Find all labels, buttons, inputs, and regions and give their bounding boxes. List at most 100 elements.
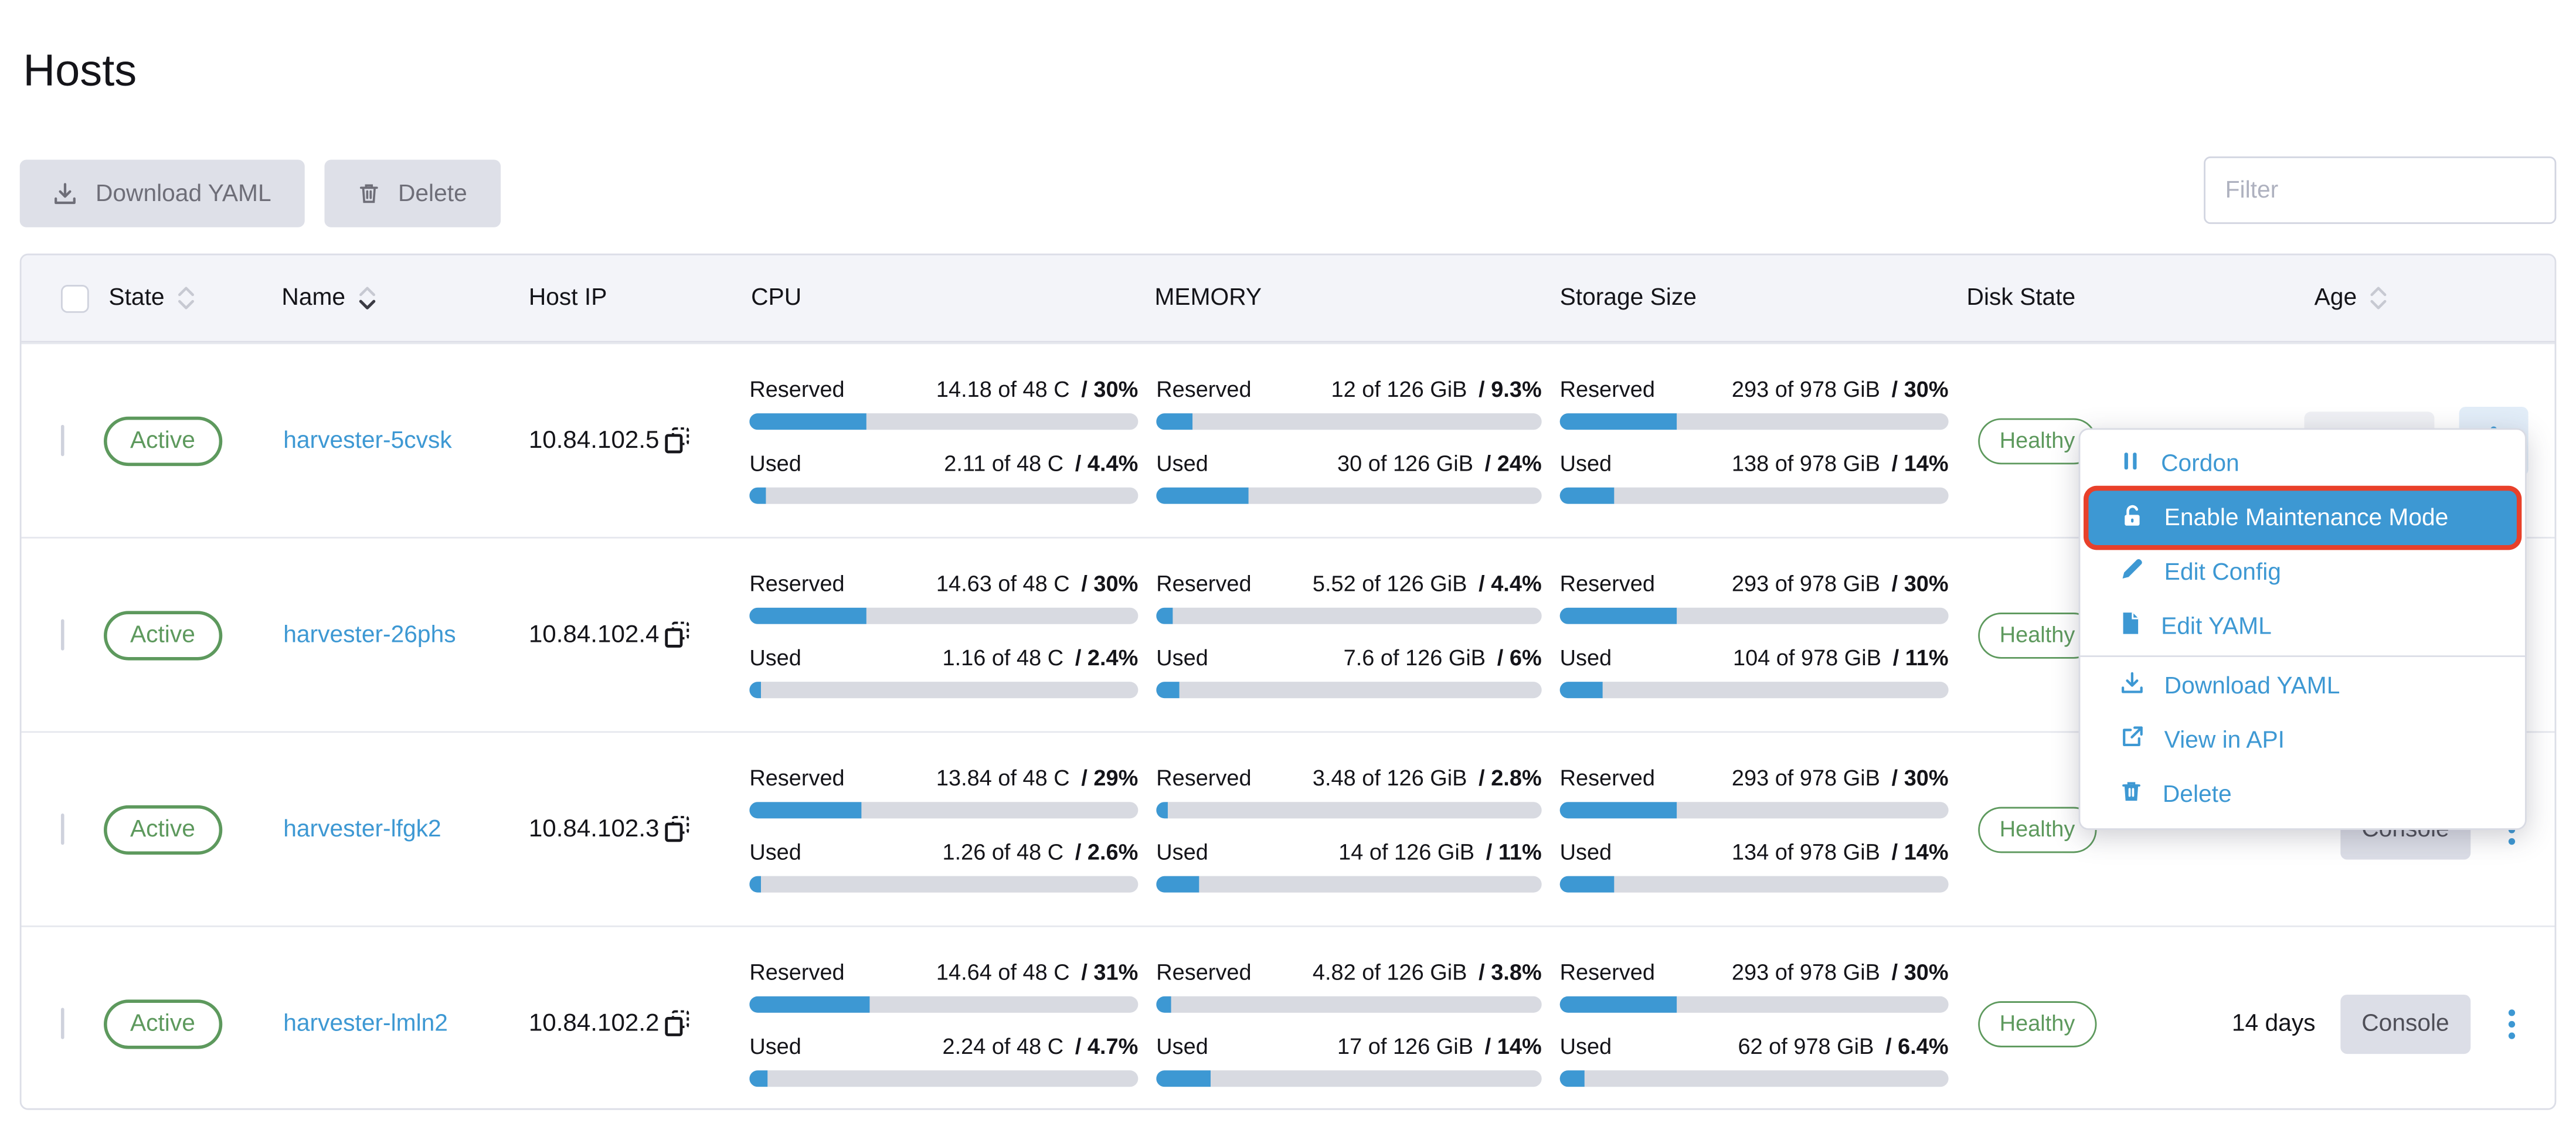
storage-used-bar [1559,1070,1949,1087]
memory-reserved-bar [1156,996,1542,1013]
header-disk-state: Disk State [1966,285,2076,311]
cpu-reserved-bar [749,996,1139,1013]
page-title: Hosts [23,46,137,96]
copy-icon[interactable] [664,427,691,455]
storage-used-bar [1559,487,1949,504]
memory-usage-cell: Reserved 12 of 126 GiB/ 9.3% Used 30 of 12… [1138,377,1542,504]
status-badge: Active [103,998,222,1049]
cpu-reserved-bar [749,802,1139,819]
table-row: Active harvester-lfgk2 10.84.102.3 Reser… [21,731,2555,926]
cpu-used-bar [749,1070,1139,1087]
cpu-used-bar [749,876,1139,893]
cpu-usage-cell: Reserved 14.64 of 48 C/ 31% Used 2.24 of 4… [731,960,1139,1087]
copy-icon[interactable] [664,1009,691,1037]
host-ip: 10.84.102.2 [528,1009,660,1037]
storage-used-bar [1559,876,1949,893]
delete-button[interactable]: Delete [324,159,500,227]
memory-used-bar [1156,682,1542,699]
header-storage-size: Storage Size [1559,285,1697,311]
menu-item-delete[interactable]: Delete [2080,767,2525,822]
storage-reserved-bar [1559,607,1949,624]
status-badge: Active [103,610,222,660]
trash-icon [2120,779,2143,810]
menu-item-enable-maintenance-mode[interactable]: Enable Maintenance Mode [2088,491,2517,545]
memory-usage-cell: Reserved 3.48 of 126 GiB/ 2.8% Used 14 of … [1138,765,1542,893]
age-value: 14 days [2231,1010,2316,1037]
host-name-link[interactable]: harvester-5cvsk [283,427,452,454]
memory-used-bar [1156,1070,1542,1087]
host-ip: 10.84.102.3 [528,815,660,843]
pause-icon [2120,449,2142,479]
row-checkbox[interactable] [60,812,64,844]
row-actions-menu: Cordon Enable Maintenance Mode Edit Conf… [2078,428,2527,830]
header-name[interactable]: Name [260,285,509,311]
header-memory: MEMORY [1154,285,1262,311]
menu-item-edit-yaml[interactable]: Edit YAML [2080,600,2525,654]
select-all-checkbox[interactable] [60,284,89,312]
toolbar: Download YAML Delete [19,159,500,227]
storage-usage-cell: Reserved 293 of 978 GiB/ 30% Used 138 of 9… [1542,377,1949,504]
disk-state-badge: Healthy [1978,611,2096,658]
row-checkbox[interactable] [60,424,64,455]
host-ip: 10.84.102.4 [528,621,660,649]
file-icon [2120,611,2142,642]
disk-state-badge: Healthy [1978,417,2096,464]
storage-reserved-bar [1559,413,1949,430]
download-yaml-button[interactable]: Download YAML [19,159,304,227]
pencil-icon [2120,557,2145,588]
cpu-usage-cell: Reserved 14.63 of 48 C/ 30% Used 1.16 of 4… [731,571,1139,699]
console-button[interactable]: Console [2340,993,2471,1053]
menu-item-edit-config[interactable]: Edit Config [2080,545,2525,600]
cpu-used-bar [749,682,1139,699]
host-ip: 10.84.102.5 [528,426,660,455]
sort-icon [178,287,194,309]
copy-icon[interactable] [664,621,691,649]
row-checkbox[interactable] [60,618,64,650]
memory-usage-cell: Reserved 4.82 of 126 GiB/ 3.8% Used 17 of … [1138,960,1542,1087]
status-badge: Active [103,804,222,854]
row-actions-kebab-icon[interactable] [2495,994,2528,1053]
external-link-icon [2120,724,2145,756]
status-badge: Active [103,416,222,465]
header-host-ip: Host IP [528,285,607,311]
cpu-usage-cell: Reserved 14.18 of 48 C/ 30% Used 2.11 of 4… [731,377,1139,504]
menu-item-download-yaml[interactable]: Download YAML [2080,659,2525,713]
memory-used-bar [1156,487,1542,504]
row-checkbox[interactable] [60,1007,64,1039]
menu-item-view-in-api[interactable]: View in API [2080,713,2525,768]
unlock-icon [2120,501,2145,534]
header-cpu: CPU [751,285,802,311]
memory-reserved-bar [1156,802,1542,819]
storage-usage-cell: Reserved 293 of 978 GiB/ 30% Used 62 of 97… [1542,960,1949,1087]
menu-divider [2080,655,2525,657]
memory-reserved-bar [1156,413,1542,430]
storage-usage-cell: Reserved 293 of 978 GiB/ 30% Used 104 of 9… [1542,571,1949,699]
memory-usage-cell: Reserved 5.52 of 126 GiB/ 4.4% Used 7.6 of… [1138,571,1542,699]
trash-icon [357,181,380,206]
cpu-reserved-bar [749,607,1139,624]
table-row: Active harvester-26phs 10.84.102.4 Reser… [21,536,2555,731]
disk-state-badge: Healthy [1978,1000,2096,1047]
storage-used-bar [1559,682,1949,699]
sort-icon [2370,287,2387,309]
sort-icon-active-desc [358,287,375,309]
download-icon [2120,669,2145,702]
filter-input[interactable] [2204,156,2557,224]
storage-reserved-bar [1559,996,1949,1013]
table-header-row: State Name Host IP CPU MEMORY Storage Si… [21,255,2555,343]
copy-icon[interactable] [664,815,691,843]
host-name-link[interactable]: harvester-26phs [283,621,456,648]
cpu-usage-cell: Reserved 13.84 of 48 C/ 29% Used 1.26 of 4… [731,765,1139,893]
cpu-reserved-bar [749,413,1139,430]
host-name-link[interactable]: harvester-lmln2 [283,1010,448,1037]
table-row: Active harvester-lmln2 10.84.102.2 Reser… [21,925,2555,1120]
memory-used-bar [1156,876,1542,893]
storage-usage-cell: Reserved 293 of 978 GiB/ 30% Used 134 of 9… [1542,765,1949,893]
header-state[interactable]: State [94,285,260,311]
memory-reserved-bar [1156,607,1542,624]
cpu-used-bar [749,487,1139,504]
header-age[interactable]: Age [2146,285,2555,311]
host-name-link[interactable]: harvester-lfgk2 [283,816,441,843]
menu-item-cordon[interactable]: Cordon [2080,437,2525,491]
